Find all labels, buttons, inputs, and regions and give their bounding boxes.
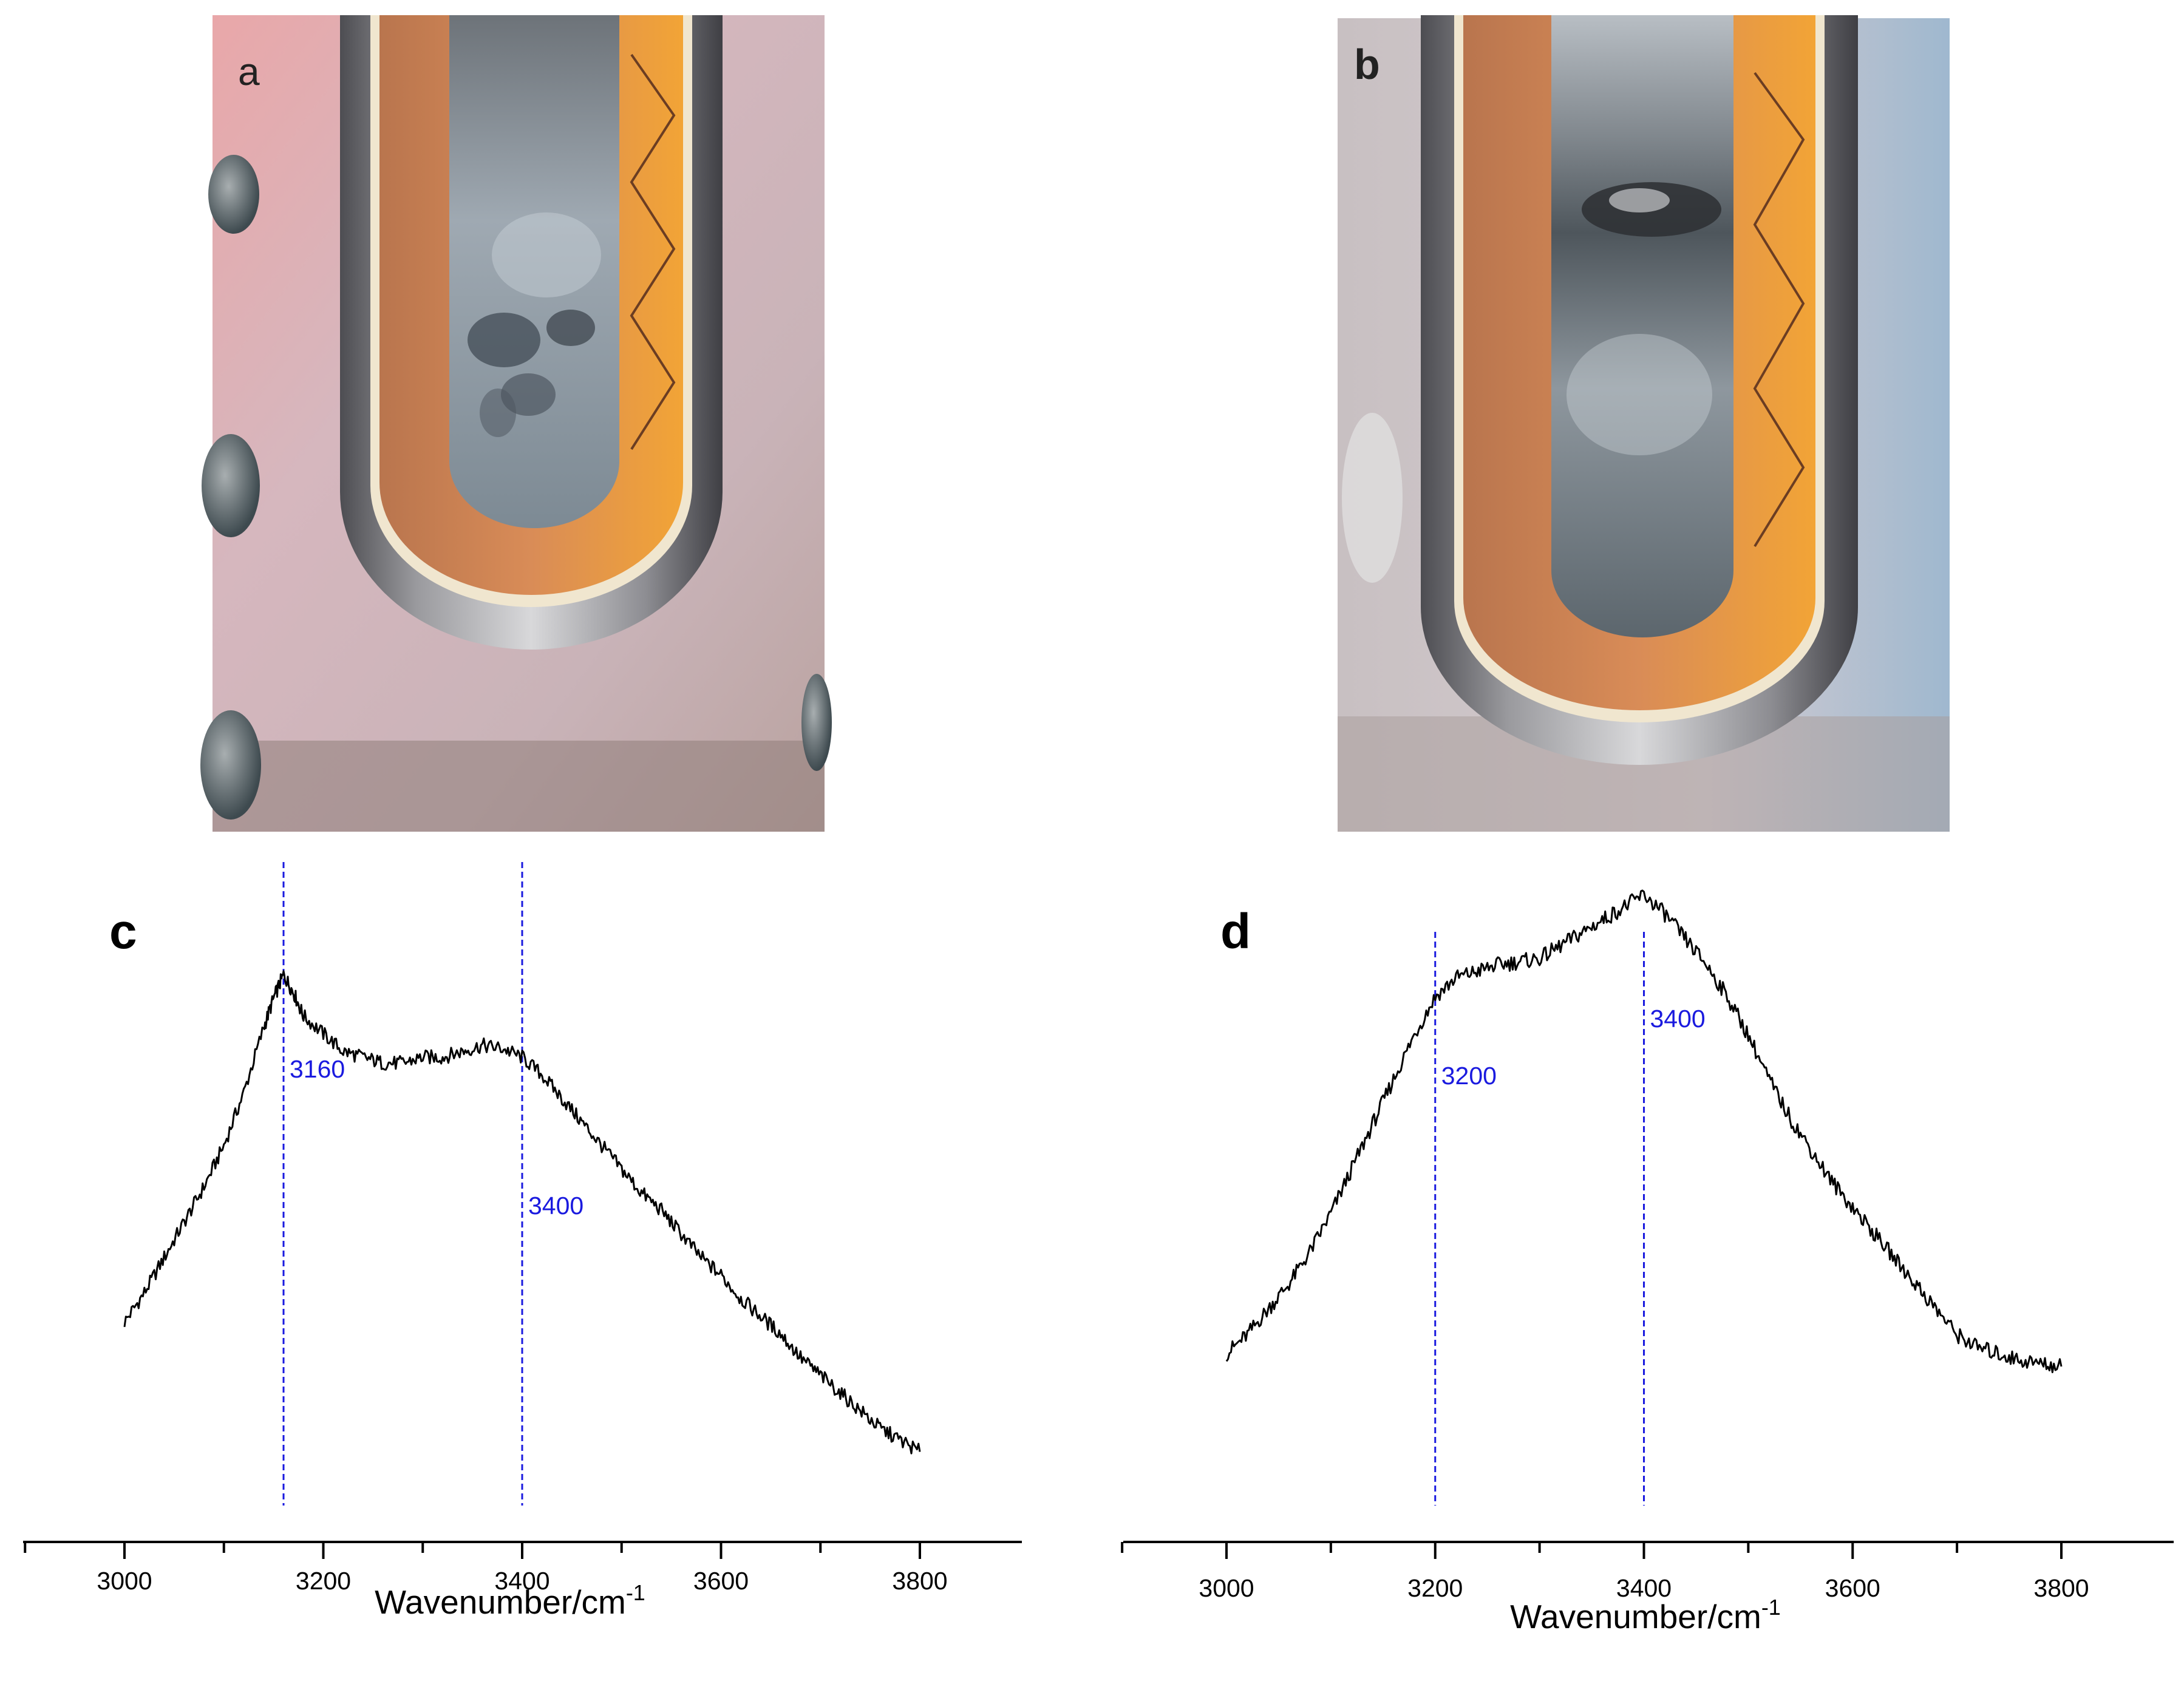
x-axis-ticks: 3000 3200 3400 3600 3800 [24,1542,948,1595]
x-tick-label: 3600 [693,1567,749,1595]
x-tick-label: 3400 [1616,1574,1672,1602]
spectrum-chart-c: c 3000 3200 3400 3600 3800 3160 3400 Wavenumb… [23,862,1022,1621]
spectrum-series-c [123,970,921,1455]
panel-label-c: c [109,904,137,959]
x-axis-label: Wavenumber/cm-1 [375,1580,645,1621]
bolt-icon [208,155,259,234]
reference-lines: 3200 3400 [1434,932,1706,1506]
photo-b: b [1338,15,1950,832]
x-tick-label: 3400 [494,1567,549,1595]
x-tick-label: 3000 [97,1567,152,1595]
x-axis-label: Wavenumber/cm-1 [1510,1595,1781,1635]
x-tick-label: 3200 [296,1567,351,1595]
bolt-icon [801,674,832,771]
x-tick-label: 3000 [1199,1574,1254,1602]
panel-label-a: a [238,50,260,93]
reference-line-label: 3160 [290,1055,345,1083]
reference-line-label: 3400 [528,1192,583,1220]
panel-label-b: b [1354,41,1380,88]
bolt-icon [200,710,261,820]
reference-lines: 3160 3400 [282,862,583,1506]
x-axis-ticks: 3000 3200 3400 3600 3800 [1121,1542,2089,1602]
bolt-icon [202,434,260,537]
x-tick-label: 3800 [2033,1574,2089,1602]
x-tick-label: 3800 [892,1567,947,1595]
reference-line-label: 3200 [1441,1062,1497,1090]
panel-label-d: d [1220,904,1251,959]
x-tick-label: 3200 [1407,1574,1463,1602]
x-tick-label: 3600 [1825,1574,1880,1602]
spectrum-series-d [1225,889,2063,1373]
photo-a: a [200,15,832,832]
spectrum-chart-d: d 3000 3200 3400 3600 3800 3200 3400 Wavenumb… [1121,889,2174,1635]
reference-line-label: 3400 [1650,1005,1706,1033]
